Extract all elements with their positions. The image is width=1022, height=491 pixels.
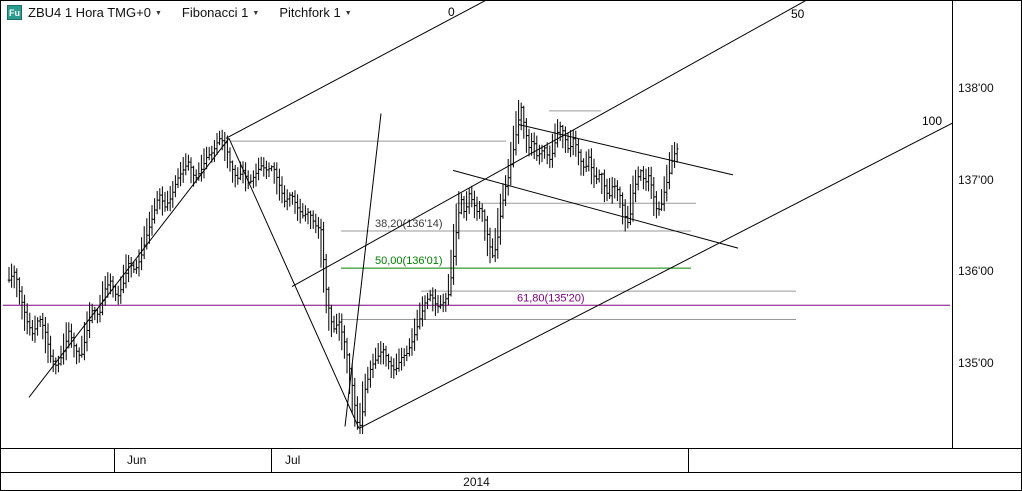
pitchfork-label: 50 bbox=[791, 7, 805, 21]
pitchfork-line[interactable] bbox=[358, 122, 952, 429]
month-tick bbox=[114, 449, 115, 472]
chart-svg: 38,20(136'14) 50,00(136'01) 61,80(135'20) 0… bbox=[3, 1, 952, 434]
price-axis-label: 135'00 bbox=[958, 355, 994, 370]
month-tick bbox=[688, 449, 689, 472]
month-tick bbox=[271, 449, 272, 472]
price-axis-label: 137'00 bbox=[958, 172, 994, 187]
price-axis[interactable]: 138'00 137'00 136'00 135'00 bbox=[954, 1, 1021, 448]
trendline[interactable] bbox=[228, 138, 360, 429]
instrument-selector[interactable]: ZBU4 1 Hora TMG+0 ▼ bbox=[26, 5, 164, 20]
fib-level-label: 50,00(136'01) bbox=[375, 255, 443, 267]
chevron-down-icon: ▼ bbox=[344, 10, 352, 17]
fibonacci-tool-label: Fibonacci 1 bbox=[181, 5, 249, 20]
price-axis-label: 138'00 bbox=[958, 81, 994, 95]
year-label: 2014 bbox=[463, 475, 490, 489]
chevron-down-icon: ▼ bbox=[154, 10, 162, 17]
pitchfork-label: 100 bbox=[922, 114, 942, 128]
fib-level-label: 38,20(136'14) bbox=[375, 218, 443, 230]
trendline[interactable] bbox=[452, 169, 739, 249]
pitchfork-label: 0 bbox=[448, 5, 455, 19]
year-axis: 2014 bbox=[1, 472, 1021, 490]
price-chart[interactable]: 38,20(136'14) 50,00(136'01) 61,80(135'20) 0… bbox=[1, 1, 953, 448]
trendline[interactable] bbox=[344, 113, 382, 427]
month-label: Jun bbox=[127, 453, 147, 467]
fibonacci-tool-selector[interactable]: Fibonacci 1 ▼ bbox=[180, 5, 261, 20]
pitchfork-line[interactable] bbox=[225, 1, 493, 139]
fib-level-label: 61,80(135'20) bbox=[517, 292, 585, 304]
month-label: Jul bbox=[285, 453, 301, 467]
pitchfork-tool-label: Pitchfork 1 bbox=[279, 5, 341, 20]
instrument-icon[interactable]: Fu bbox=[7, 5, 22, 20]
trendline[interactable] bbox=[518, 124, 734, 176]
price-bars bbox=[7, 100, 679, 434]
pitchfork-tool-selector[interactable]: Pitchfork 1 ▼ bbox=[277, 5, 353, 20]
price-axis-label: 136'00 bbox=[958, 264, 994, 278]
date-axis[interactable]: Jun Jul bbox=[1, 448, 1021, 472]
chevron-down-icon: ▼ bbox=[252, 10, 260, 17]
instrument-label: ZBU4 1 Hora TMG+0 bbox=[28, 5, 151, 20]
chart-toolbar: Fu ZBU4 1 Hora TMG+0 ▼ Fibonacci 1 ▼ Pit… bbox=[7, 5, 354, 20]
